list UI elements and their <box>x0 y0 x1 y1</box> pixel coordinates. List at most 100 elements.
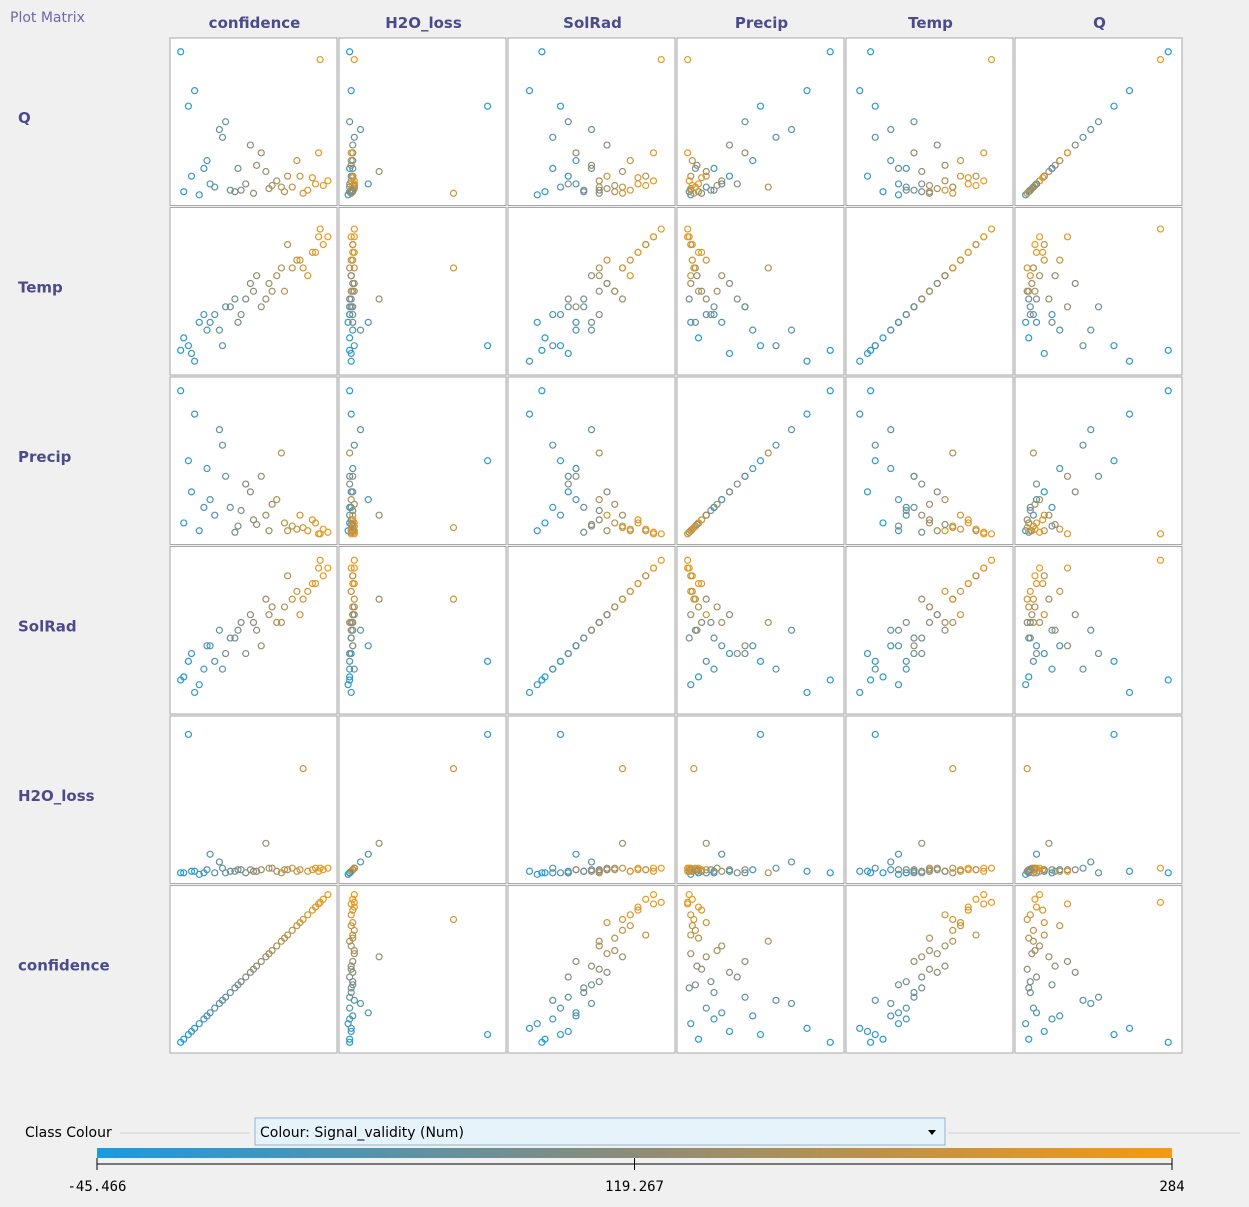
scatter-point <box>1032 642 1041 650</box>
scatter-point <box>902 503 910 511</box>
scatter-point <box>980 900 988 908</box>
scatter-point <box>1110 342 1118 350</box>
scatter-point <box>1031 946 1039 955</box>
dropdown-arrow[interactable] <box>928 1130 936 1135</box>
scatter-point <box>347 530 355 538</box>
scatter-point <box>538 387 546 395</box>
scatter-point <box>707 978 715 986</box>
scatter-point <box>725 172 734 180</box>
scatter-point <box>733 869 741 877</box>
scatter-point <box>308 174 316 182</box>
scatter-point <box>595 506 603 515</box>
scatter-point <box>879 673 887 681</box>
scatter-point <box>1063 642 1072 650</box>
scatter-point <box>710 303 718 311</box>
scatter-point <box>587 981 596 989</box>
scatter-point <box>525 1024 534 1032</box>
scatter-point <box>949 869 957 877</box>
scatter-point <box>626 256 634 264</box>
scatter-point <box>925 287 934 295</box>
scatter-point <box>710 634 718 642</box>
scatter-point <box>657 225 665 233</box>
scatter-point <box>1063 472 1072 480</box>
scatter-point <box>484 457 492 465</box>
scatter-point <box>572 957 580 966</box>
scatter-point <box>910 649 918 658</box>
scatter-point <box>894 496 903 504</box>
scatter-point <box>564 649 572 658</box>
scatter-point <box>1056 525 1064 533</box>
scatter-point <box>311 579 320 588</box>
scatter-point <box>280 603 289 611</box>
scatter-point <box>356 426 365 434</box>
scatter-point <box>268 287 276 295</box>
scatter-point <box>288 595 296 603</box>
scatter-point <box>206 496 214 504</box>
scatter-point <box>694 1035 703 1043</box>
scatter-point <box>741 642 749 650</box>
scatter-point <box>871 342 879 350</box>
scatter-point <box>787 426 796 434</box>
scatter-point <box>564 303 572 311</box>
scatter-point <box>713 181 721 190</box>
scatter-point <box>956 525 965 533</box>
scatter-point <box>1035 942 1044 950</box>
scatter-point <box>265 611 273 619</box>
scatter-point <box>564 869 572 877</box>
scatter-point <box>218 665 227 673</box>
scatter-point <box>280 519 289 527</box>
scatter-point <box>595 978 603 986</box>
scatter-point <box>533 681 541 689</box>
dropdown-box[interactable] <box>254 1117 946 1146</box>
scatter-point <box>710 665 718 673</box>
scatter-point <box>1063 149 1072 157</box>
scatter-point <box>293 256 301 264</box>
scatter-point <box>764 937 772 945</box>
scatter-point <box>918 595 926 603</box>
scatter-point <box>972 181 980 190</box>
scatter-point <box>200 1015 208 1023</box>
scatter-point <box>1040 918 1048 927</box>
scatter-point <box>690 595 698 603</box>
scatter-point <box>349 310 357 319</box>
scatter-point <box>1026 988 1034 997</box>
colour-dropdown[interactable]: Colour: Signal_validity (Num) <box>254 1117 946 1146</box>
scatter-point <box>249 618 258 627</box>
scatter-point <box>349 957 357 966</box>
scatter-point <box>1035 528 1044 536</box>
scatter-point <box>226 186 234 194</box>
scatter-point <box>346 480 354 488</box>
scatter-point <box>356 858 365 866</box>
scatter-point <box>725 866 734 874</box>
scatter-point <box>642 172 650 180</box>
row-label: confidence <box>18 956 110 974</box>
scatter-point <box>253 626 261 634</box>
scatter-point <box>1071 611 1079 619</box>
scatter-point <box>894 850 903 858</box>
scatter-point <box>484 730 492 739</box>
dropdown-text[interactable]: Colour: Signal_validity (Num) <box>260 1125 464 1141</box>
scatter-point <box>618 167 627 176</box>
scatter-point <box>694 579 703 588</box>
scatter-point <box>525 867 534 875</box>
scatter-point <box>324 864 332 872</box>
scatter-point <box>941 626 949 634</box>
scatter-point <box>1087 426 1095 434</box>
scatter-point <box>580 303 588 311</box>
scatter-point <box>1048 981 1056 989</box>
scatter-point <box>685 295 693 303</box>
scatter-point <box>925 965 934 973</box>
scatter-point <box>347 1027 355 1036</box>
scatter-point <box>933 488 941 496</box>
scatter-point <box>894 164 903 172</box>
scatter-point <box>347 161 355 169</box>
scatter-point <box>1164 869 1172 877</box>
scatter-point <box>871 996 879 1004</box>
scatter-point <box>346 869 354 877</box>
scatter-point <box>1029 618 1038 627</box>
scatter-point <box>177 676 185 684</box>
scatter-point <box>549 996 557 1004</box>
scatter-point <box>296 511 304 519</box>
scatter-point <box>1079 342 1087 350</box>
scatter-point <box>234 164 242 172</box>
